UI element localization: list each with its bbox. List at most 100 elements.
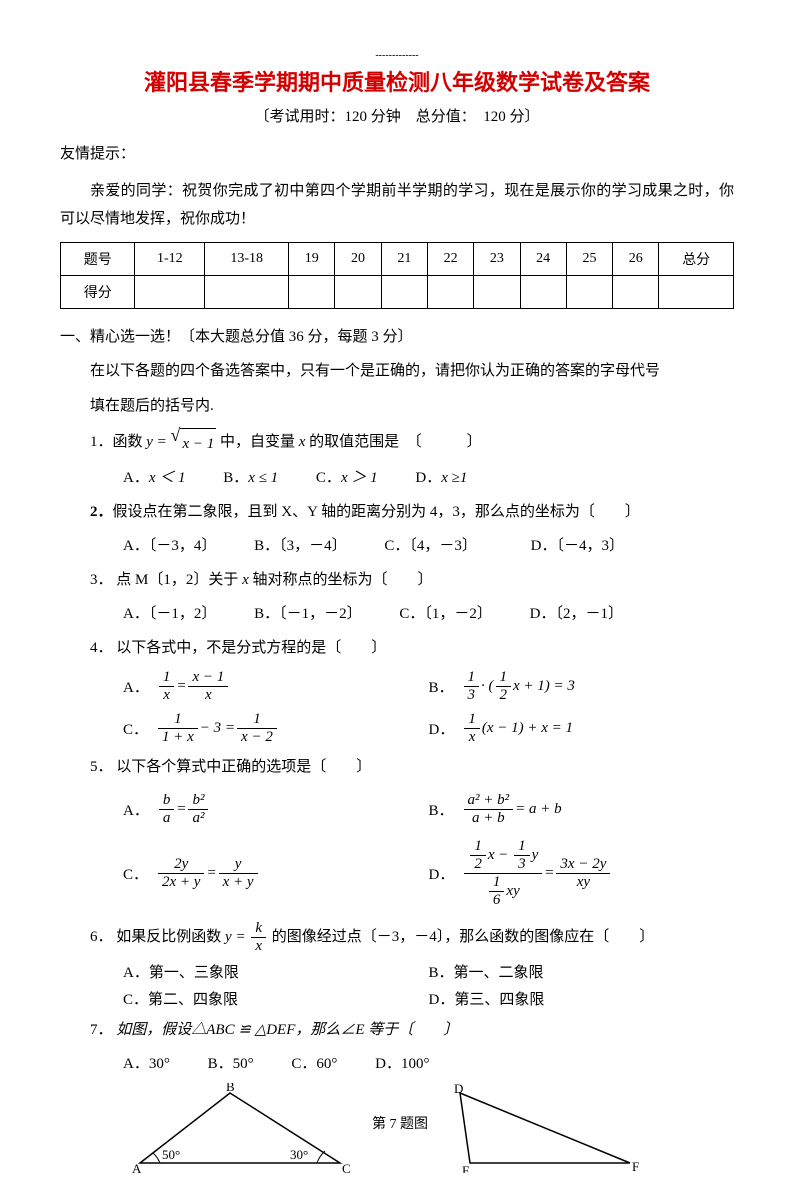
td: [520, 275, 566, 308]
den: x − 2: [237, 729, 277, 746]
vF: F: [632, 1159, 639, 1173]
num: a² + b²: [464, 792, 514, 810]
tail: x + 1) = 3: [513, 678, 575, 695]
num: b²: [188, 792, 208, 810]
q1-yeq: y =: [146, 434, 167, 450]
q6-options: A．第一、三象限 B．第一、二象限 C．第二、四象限 D．第三、四象限: [123, 961, 734, 1009]
num: b: [159, 792, 175, 810]
q2-num: 2．: [90, 504, 113, 520]
opt-c: C．60°: [291, 1049, 337, 1079]
opt-b: B． 13 · ( 12 x + 1) = 3: [429, 669, 735, 705]
question-7: 7． 如图，假设△ABC ≌ △DEF，那么∠E 等于〔 〕: [90, 1015, 734, 1045]
num: 1: [159, 669, 175, 687]
q4-num: 4．: [90, 640, 113, 656]
triangle-abc-icon: A B C 50° 30°: [120, 1083, 360, 1173]
table-row: 题号 1-12 13-18 19 20 21 22 23 24 25 26 总分: [61, 242, 734, 275]
th: 19: [289, 242, 335, 275]
num: y: [219, 856, 258, 874]
opt-c: C．〔4，－3〕: [384, 531, 477, 561]
num: 2y: [158, 856, 204, 874]
th: 22: [427, 242, 473, 275]
ang50: 50°: [162, 1147, 180, 1162]
q4-stem: 以下各式中，不是分式方程的是〔 〕: [116, 640, 386, 656]
den: x: [464, 729, 480, 746]
td: [289, 275, 335, 308]
nd: 6: [489, 892, 505, 909]
td: [427, 275, 473, 308]
q2-stem: 假设点在第二象限，且到 X、Y 轴的距离分别为 4，3，那么点的坐标为〔 〕: [113, 504, 640, 520]
opt-a: A．〔－1，2〕: [123, 599, 216, 629]
opt-d: D． 12x − 13y 16xy = 3x − 2yxy: [429, 838, 735, 910]
den: 2x + y: [158, 874, 204, 891]
big-frac: 12x − 13y 16xy: [464, 838, 542, 910]
q4-options: A． 1x = x − 1x B． 13 · ( 12 x + 1) = 3 C…: [123, 669, 734, 746]
opt-d: D．〔－4，3〕: [531, 531, 624, 561]
var-x: x: [242, 572, 249, 588]
td: [205, 275, 289, 308]
question-3: 3． 点 M〔1，2〕关于 x 轴对称点的坐标为〔 〕: [90, 565, 734, 595]
opt-label: A．: [123, 470, 149, 486]
opt-a: A．30°: [123, 1049, 170, 1079]
den: a + b: [464, 810, 514, 827]
q1-stem-c: 的取值范围是 〔 〕: [309, 434, 482, 450]
den: a²: [188, 810, 208, 827]
vB: B: [226, 1083, 235, 1094]
tail: (x − 1) + x = 1: [482, 720, 573, 737]
th: 题号: [61, 242, 135, 275]
mid: · (: [481, 678, 494, 695]
td: [381, 275, 427, 308]
q2-options: A．〔－3，4〕 B．〔3，－4〕 C．〔4，－3〕 D．〔－4，3〕: [123, 531, 734, 561]
num: x − 1: [188, 669, 228, 687]
opt-a: A． 1x = x − 1x: [123, 669, 429, 705]
q3-num: 3．: [90, 572, 113, 588]
td: [335, 275, 381, 308]
decor-line: -------------: [60, 50, 734, 61]
q5-stem: 以下各个算式中正确的选项是〔 〕: [116, 759, 371, 775]
fig-caption: 第 7 题图: [360, 1083, 440, 1133]
opt-a: A． ba = b²a²: [123, 792, 429, 828]
td: [659, 275, 734, 308]
var-x: x: [299, 434, 306, 450]
num: 1: [464, 711, 480, 729]
num: 1: [464, 669, 480, 687]
q7-figures: A B C 50° 30° 第 7 题图 D E F: [120, 1083, 734, 1173]
th: 23: [474, 242, 520, 275]
lbl: A．: [123, 676, 149, 697]
exam-subtitle: 〔考试用时：120 分钟 总分值： 120 分〕: [60, 105, 734, 126]
nd: 2: [470, 856, 486, 873]
lbl: D．: [429, 863, 455, 884]
q5-num: 5．: [90, 759, 113, 775]
q7-num: 7．: [90, 1022, 113, 1038]
opt-a: A．〔－3，4〕: [123, 531, 216, 561]
question-4: 4． 以下各式中，不是分式方程的是〔 〕: [90, 633, 734, 663]
q1-stem-a: 1．函数: [90, 434, 146, 450]
lbl: B．: [429, 799, 454, 820]
den: x: [159, 687, 175, 704]
opt-label: C．: [316, 470, 341, 486]
lbl: B．: [429, 676, 454, 697]
radical-symbol: √: [171, 426, 181, 444]
den: 1 + x: [158, 729, 198, 746]
eq: =: [544, 865, 554, 882]
td: [135, 275, 205, 308]
den: 2: [496, 687, 512, 704]
nd: 3: [514, 856, 530, 873]
th: 20: [335, 242, 381, 275]
opt-val: x ＞ 1: [341, 470, 378, 486]
opt-d: D．100°: [375, 1049, 429, 1079]
opt-a: A．第一、三象限: [123, 961, 429, 982]
opt-val: x ≥1: [441, 470, 467, 486]
th: 1-12: [135, 242, 205, 275]
opt-d: D．第三、四象限: [429, 988, 735, 1009]
td: [566, 275, 612, 308]
question-2: 2．假设点在第二象限，且到 X、Y 轴的距离分别为 4，3，那么点的坐标为〔 〕: [90, 497, 734, 527]
q1-options: A．x ＜ 1 B．x ≤ 1 C．x ＞ 1 D．x ≥1: [123, 463, 734, 493]
opt-c: C． 11 + x − 3 = 1x − 2: [123, 711, 429, 747]
txt: y: [532, 847, 539, 863]
q6-a: 如果反比例函数: [116, 929, 225, 945]
nn: 1: [514, 838, 530, 856]
num: k: [251, 920, 266, 938]
th: 13-18: [205, 242, 289, 275]
den: 16xy: [464, 874, 542, 910]
vA: A: [132, 1161, 142, 1173]
